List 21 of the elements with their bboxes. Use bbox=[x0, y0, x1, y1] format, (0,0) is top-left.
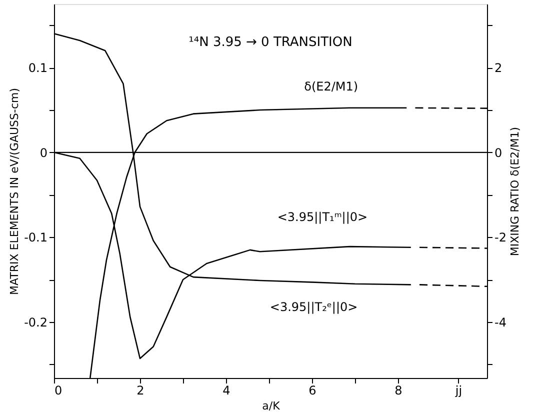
x-tick-label: 8 bbox=[394, 384, 402, 398]
y2-axis-title: MIXING RATIO δ(E2/M1) bbox=[508, 126, 522, 256]
x-tick-label: 6 bbox=[308, 384, 316, 398]
y2-tick-label: -4 bbox=[494, 316, 506, 330]
annotation: δ(E2/M1) bbox=[304, 79, 358, 94]
x-tick-label: 4 bbox=[222, 384, 230, 398]
text: ¹⁴N 3.95 → 0 TRANSITION bbox=[188, 35, 352, 50]
y-tick-label: -0.2 bbox=[24, 316, 48, 330]
y2-tick-label: -2 bbox=[494, 230, 506, 245]
y-axis-title: MATRIX ELEMENTS IN eV/(GAUSS-cm) bbox=[8, 88, 22, 296]
y-tick-label: 0.1 bbox=[28, 61, 48, 76]
x-tick-label: jj bbox=[454, 384, 462, 398]
annotation: <3.95||T₂ᵉ||0> bbox=[270, 300, 358, 314]
y-tick-label: 0 bbox=[40, 146, 48, 160]
x-tick-label: 0 bbox=[54, 384, 62, 398]
annotation: <3.95||T₁ᵐ||0> bbox=[277, 210, 368, 224]
y2-tick-label: 2 bbox=[494, 61, 502, 76]
y-tick-label: -0.1 bbox=[24, 230, 48, 245]
y2-tick-label: 0 bbox=[494, 146, 502, 160]
x-tick-label: 2 bbox=[136, 384, 144, 398]
x-axis-title: a/K bbox=[262, 400, 281, 412]
